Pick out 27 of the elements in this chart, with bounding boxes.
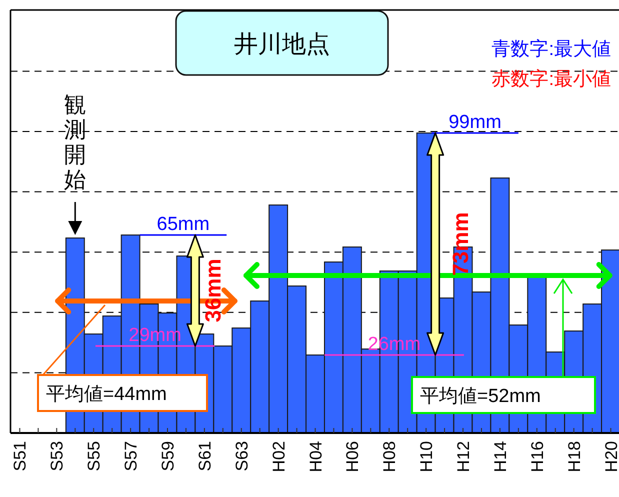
x-tick-label: H18 <box>564 441 584 472</box>
x-tick-label: H08 <box>380 441 400 472</box>
x-tick-label: S57 <box>122 441 141 472</box>
annotation: 観測開始 <box>64 92 86 192</box>
text: 青数字:最大値 <box>492 38 611 60</box>
chart-title: 井川地点 <box>234 31 330 58</box>
x-tick-label: H04 <box>306 441 326 472</box>
annotation: 36mm <box>200 258 226 322</box>
ref-line-label: 平均値=52mm <box>420 386 541 407</box>
annotation: 73mm <box>448 212 474 276</box>
ref-line-label: 65mm <box>156 214 210 235</box>
x-tick-label: H02 <box>269 441 288 472</box>
x-tick-label: S63 <box>232 441 252 472</box>
text: 赤数字:最小値 <box>492 68 611 90</box>
x-tick-label: S61 <box>195 441 214 472</box>
x-tick-label: H16 <box>528 441 547 472</box>
x-tick-label: S51 <box>10 441 30 472</box>
x-tick-label: H10 <box>417 441 436 472</box>
x-tick-label: H14 <box>490 441 510 472</box>
x-tick-label: S55 <box>84 441 104 472</box>
x-tick-label: S53 <box>48 441 67 472</box>
x-tick-label: H20 <box>602 441 619 472</box>
x-tick-label: H12 <box>454 441 474 472</box>
x-tick-label: H06 <box>343 441 362 472</box>
x-tick-label: S59 <box>158 441 178 472</box>
ref-line-label: 99mm <box>448 112 502 133</box>
ref-line-label: 平均値=44mm <box>46 384 167 405</box>
